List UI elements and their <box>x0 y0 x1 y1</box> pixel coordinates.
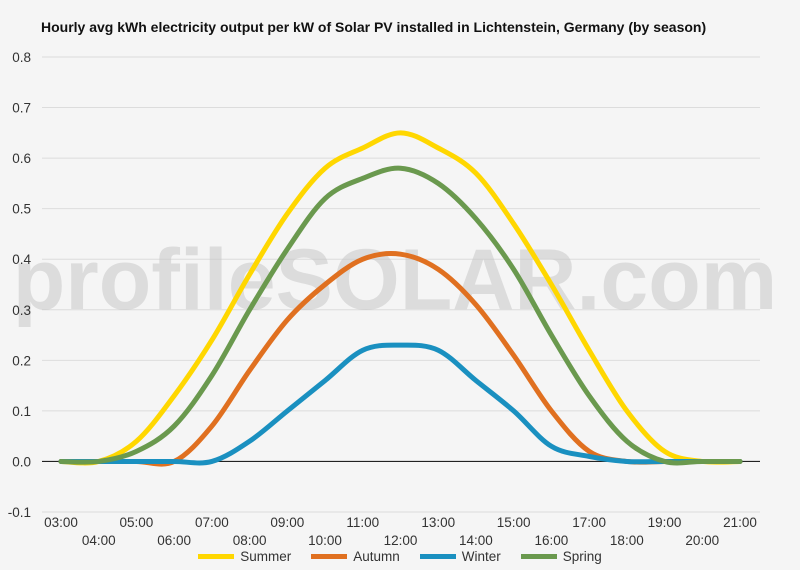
x-tick-label: 11:00 <box>346 515 379 530</box>
series-line-winter <box>58 342 743 466</box>
legend: Summer Autumn Winter Spring <box>0 549 800 564</box>
legend-item-winter: Winter <box>419 549 501 564</box>
series-line-summer <box>58 130 743 466</box>
series-lines <box>58 130 743 467</box>
legend-item-spring: Spring <box>520 549 602 564</box>
x-tick-label: 05:00 <box>120 515 154 530</box>
legend-label: Winter <box>461 549 501 564</box>
x-tick-label: 15:00 <box>497 515 531 530</box>
x-tick-label: 12:00 <box>384 533 418 548</box>
x-tick-label: 03:00 <box>44 515 78 530</box>
y-tick-label: 0.5 <box>12 202 31 217</box>
x-tick-label: 13:00 <box>421 515 455 530</box>
series-line-spring <box>58 165 743 466</box>
legend-swatch <box>520 554 557 559</box>
x-tick-label: 07:00 <box>195 515 229 530</box>
y-tick-labels: 0.8 0.7 0.6 0.5 0.4 0.3 0.2 0.1 0.0 -0.1 <box>8 50 32 520</box>
x-tick-label: 09:00 <box>270 515 304 530</box>
y-tick-label: 0.7 <box>12 101 31 116</box>
grid-lines <box>42 56 760 513</box>
legend-label: Summer <box>240 549 292 564</box>
legend-item-summer: Summer <box>198 549 291 564</box>
y-tick-label: 0.2 <box>12 353 31 368</box>
y-tick-label: 0.0 <box>12 454 31 469</box>
chart-title: Hourly avg kWh electricity output per kW… <box>41 19 707 35</box>
x-tick-label: 21:00 <box>723 515 757 530</box>
y-tick-label: 0.4 <box>12 252 31 267</box>
y-tick-label: 0.3 <box>12 303 31 318</box>
watermark: profileSOLAR.com <box>13 232 778 328</box>
legend-swatch <box>419 554 456 559</box>
y-tick-label: 0.6 <box>12 151 31 166</box>
legend-item-autumn: Autumn <box>311 549 400 564</box>
y-tick-label: 0.8 <box>12 50 31 65</box>
legend-swatch <box>198 554 235 559</box>
legend-swatch <box>311 554 348 559</box>
x-tick-label: 04:00 <box>82 533 116 548</box>
x-tick-label: 08:00 <box>233 533 267 548</box>
legend-label: Spring <box>562 549 602 564</box>
x-tick-label: 10:00 <box>308 533 342 548</box>
y-tick-label: 0.1 <box>12 404 31 419</box>
legend-label: Autumn <box>353 549 400 564</box>
x-tick-label: 06:00 <box>157 533 191 548</box>
x-tick-label: 16:00 <box>534 533 568 548</box>
x-tick-label: 19:00 <box>648 515 682 530</box>
x-tick-label: 17:00 <box>572 515 606 530</box>
y-tick-label: -0.1 <box>8 505 31 520</box>
x-tick-label: 14:00 <box>459 533 493 548</box>
x-tick-label: 20:00 <box>685 533 719 548</box>
x-tick-label: 18:00 <box>610 533 644 548</box>
